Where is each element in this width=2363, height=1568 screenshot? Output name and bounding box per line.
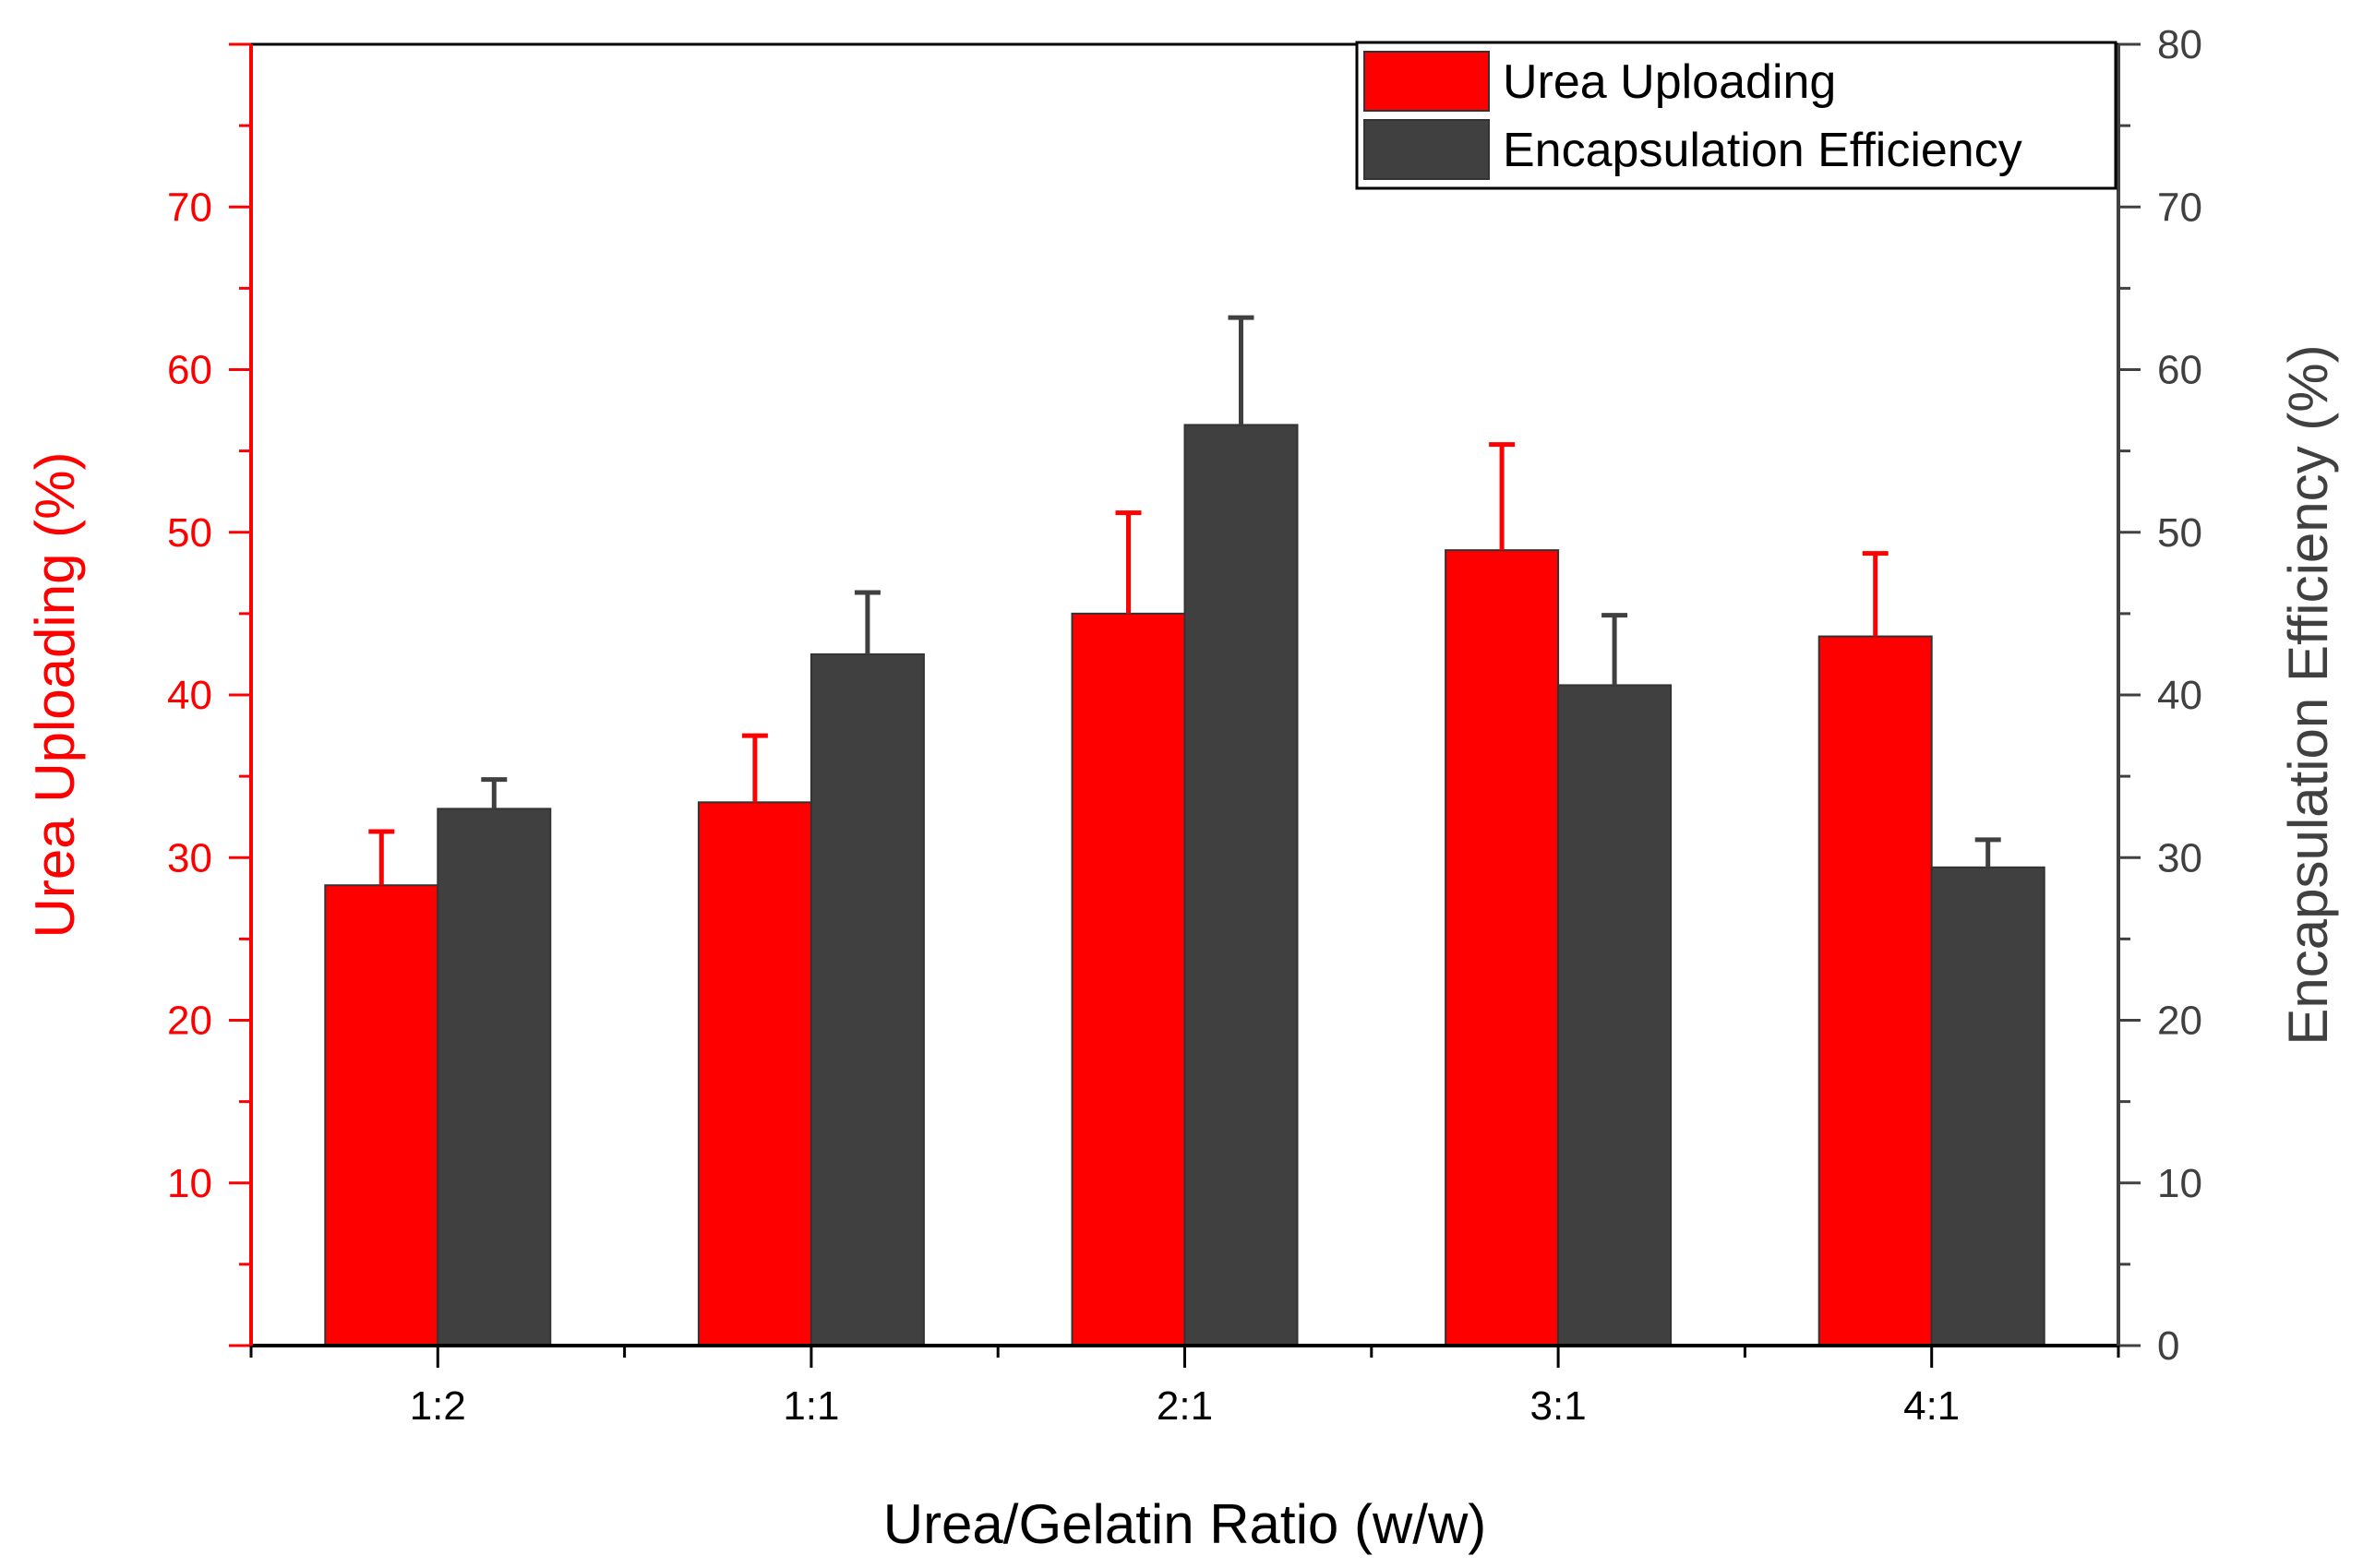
labels-layer: 10 20 30 40 50 60 70 0 10 20 30 40 50 60 70 80 1:2 1:1 2:1… [24,22,2339,1555]
errorbars-layer [368,315,2001,886]
bar-encapsulation-efficiency-3-1 [1557,684,1673,1347]
right-y-tick-label-40: 40 [2157,673,2202,718]
axes-layer [229,42,2141,1368]
left-y-tick-label-40: 40 [167,673,212,718]
right-y-tick-label-60: 60 [2157,348,2202,393]
x-tick-label-4-1: 4:1 [1903,1383,1960,1429]
left-y-tick-label-60: 60 [167,348,212,393]
right-y-tick-label-20: 20 [2157,999,2202,1044]
bar-urea-uploading-1-2 [324,884,439,1347]
right-y-axis-title: Encapsulation Efficiency (%) [2277,344,2339,1045]
x-tick-label-3-1: 3:1 [1530,1383,1587,1429]
left-y-tick-label-70: 70 [167,185,212,230]
legend: Urea Uploading Encapsulation Efficiency [1355,41,2117,190]
bars-layer [324,424,2045,1347]
x-axis-title: Urea/Gelatin Ratio (w/w) [883,1493,1487,1555]
bar-encapsulation-efficiency-1-2 [437,808,552,1347]
right-y-tick-label-50: 50 [2157,510,2202,556]
left-y-tick-label-20: 20 [167,999,212,1044]
legend-label-urea-uploading: Urea Uploading [1503,55,1836,109]
legend-label-encapsulation-efficiency: Encapsulation Efficiency [1503,124,2022,177]
left-y-axis-title: Urea Uploading (%) [24,452,86,939]
right-y-tick-label-70: 70 [2157,185,2202,230]
bar-urea-uploading-2-1 [1071,612,1186,1347]
right-y-tick-label-80: 80 [2157,22,2202,67]
bar-urea-uploading-4-1 [1817,635,1933,1347]
right-y-tick-label-30: 30 [2157,835,2202,880]
bar-encapsulation-efficiency-1-1 [810,652,925,1347]
left-y-tick-label-30: 30 [167,835,212,880]
bar-encapsulation-efficiency-4-1 [1930,866,2045,1347]
x-tick-label-1-1: 1:1 [783,1383,839,1429]
bar-urea-uploading-1-1 [697,801,812,1347]
right-y-tick-label-0: 0 [2157,1323,2179,1369]
bar-encapsulation-efficiency-2-1 [1183,424,1299,1347]
x-tick-label-1-2: 1:2 [410,1383,466,1429]
x-tick-label-2-1: 2:1 [1157,1383,1213,1429]
legend-swatch-urea-uploading [1363,51,1490,112]
left-y-tick-label-10: 10 [167,1161,212,1206]
bar-urea-uploading-3-1 [1445,549,1560,1347]
right-y-tick-label-10: 10 [2157,1161,2202,1206]
legend-swatch-encapsulation-efficiency [1363,119,1490,180]
left-y-tick-label-50: 50 [167,510,212,556]
